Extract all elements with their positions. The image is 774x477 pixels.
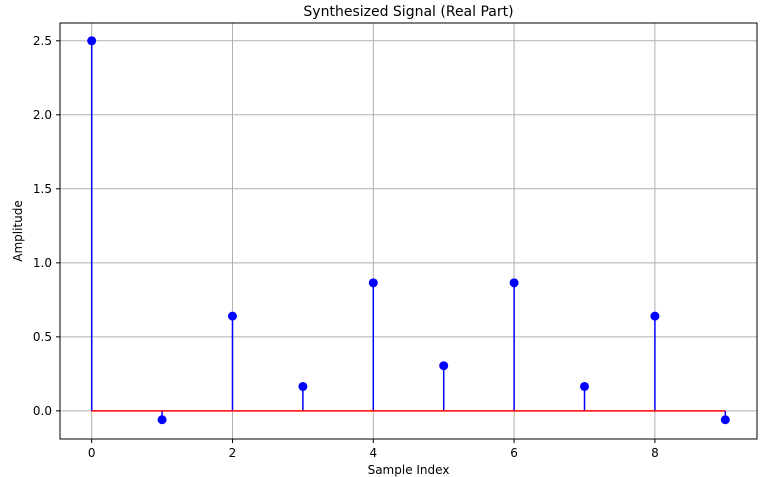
y-tick-label: 2.5 — [33, 34, 52, 48]
y-tick-label: 1.5 — [33, 182, 52, 196]
stem-marker — [439, 361, 449, 371]
grid-lines — [60, 23, 757, 439]
stem-lines — [90, 40, 727, 420]
x-tick-label: 0 — [88, 446, 96, 460]
y-tick-label: 0.0 — [33, 404, 52, 418]
x-tick-label: 4 — [369, 446, 377, 460]
stem-marker — [650, 311, 660, 321]
stem-marker — [87, 36, 97, 46]
y-tick-label: 0.5 — [33, 330, 52, 344]
stem-marker — [509, 278, 519, 288]
x-tick-label: 2 — [229, 446, 237, 460]
stem-marker — [580, 381, 590, 391]
y-tick-label: 1.0 — [33, 256, 52, 270]
stem-marker — [227, 311, 237, 321]
axis-ticks: 0 2 4 6 8 0.0 0.5 1.0 1.5 2.0 2.5 — [33, 34, 659, 460]
stem-marker — [298, 381, 308, 391]
stem-marker — [720, 415, 730, 425]
y-axis-label: Amplitude — [11, 200, 25, 262]
x-tick-label: 6 — [510, 446, 518, 460]
chart-title: Synthesized Signal (Real Part) — [303, 4, 513, 20]
stem-marker — [368, 278, 378, 288]
x-tick-label: 8 — [651, 446, 659, 460]
stem-markers — [87, 36, 730, 425]
plot-area-frame — [59, 22, 758, 440]
y-tick-label: 2.0 — [33, 108, 52, 122]
stem-marker — [157, 415, 167, 425]
x-axis-label: Sample Index — [368, 463, 450, 477]
